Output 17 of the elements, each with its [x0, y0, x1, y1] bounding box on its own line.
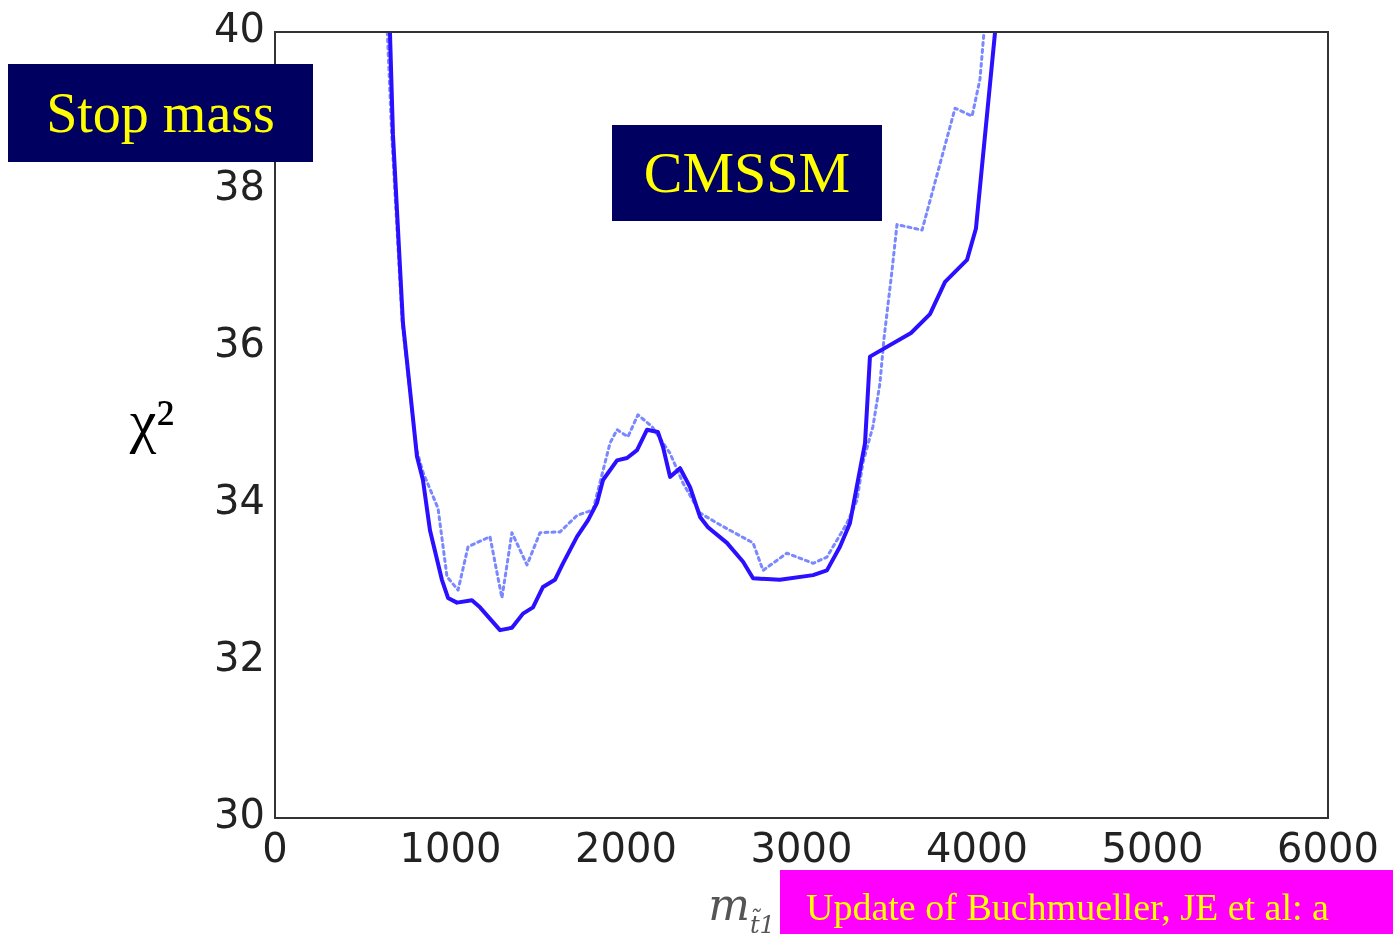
- x-tick-label: 3000: [750, 825, 853, 872]
- annotation: CMSSM: [612, 125, 882, 221]
- x-tick-label: 6000: [1277, 825, 1379, 872]
- y-axis-title: χ²: [128, 387, 175, 454]
- x-tick-label: 4000: [926, 825, 1028, 872]
- y-tick-label: 30: [214, 791, 265, 838]
- text: Update of Buchmueller, JE et al: a: [780, 870, 1393, 934]
- x-tick-label: 5000: [1101, 825, 1204, 872]
- y-tick-label: 34: [214, 476, 265, 523]
- y-tick-label: 40: [214, 5, 265, 52]
- y-tick-label: 36: [214, 319, 265, 366]
- y-tick-label: 32: [214, 634, 265, 681]
- text: Stop mass: [8, 64, 313, 162]
- x-tick-label: 1000: [399, 825, 502, 872]
- x-tick-label: 0: [262, 825, 288, 872]
- y-tick-label: 38: [214, 162, 265, 209]
- x-tick-label: 2000: [575, 825, 677, 872]
